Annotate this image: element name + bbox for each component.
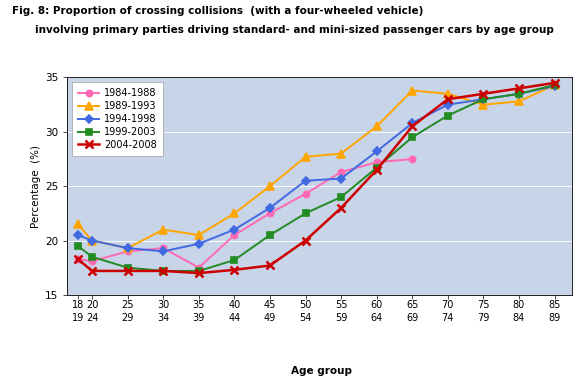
2004-2008 [551, 81, 558, 85]
2004-2008 [266, 263, 273, 268]
1989-1993 [373, 124, 380, 129]
1989-1993 [444, 91, 451, 96]
1989-1993 [124, 246, 131, 250]
1999-2003 [480, 97, 487, 102]
1999-2003 [74, 244, 81, 248]
1999-2003 [195, 269, 202, 273]
1984-1988 [159, 246, 166, 250]
1999-2003 [409, 135, 416, 139]
1989-1993 [231, 211, 238, 215]
2004-2008 [444, 97, 451, 102]
Legend: 1984-1988, 1989-1993, 1994-1998, 1999-2003, 2004-2008: 1984-1988, 1989-1993, 1994-1998, 1999-20… [72, 82, 163, 156]
1994-1998 [480, 97, 487, 102]
1989-1993 [516, 99, 523, 104]
1999-2003 [302, 211, 309, 215]
1994-1998 [338, 176, 345, 181]
1999-2003 [444, 113, 451, 118]
1999-2003 [516, 91, 523, 96]
1994-1998 [409, 121, 416, 125]
1984-1988 [302, 192, 309, 196]
1999-2003 [89, 254, 96, 259]
1994-1998 [373, 149, 380, 153]
1984-1988 [373, 160, 380, 164]
1989-1993 [409, 88, 416, 93]
1989-1993 [74, 222, 81, 226]
1984-1988 [89, 259, 96, 263]
2004-2008 [195, 271, 202, 275]
Line: 2004-2008: 2004-2008 [74, 79, 559, 277]
1994-1998 [195, 242, 202, 246]
1984-1988 [409, 157, 416, 161]
2004-2008 [338, 206, 345, 210]
1994-1998 [266, 206, 273, 210]
1989-1993 [89, 238, 96, 243]
Text: involving primary parties driving standard- and mini-sized passenger cars by age: involving primary parties driving standa… [35, 25, 554, 34]
Line: 1989-1993: 1989-1993 [74, 81, 558, 252]
Text: Fig. 8: Proportion of crossing collisions  (with a four-wheeled vehicle): Fig. 8: Proportion of crossing collision… [12, 6, 423, 15]
1999-2003 [266, 233, 273, 237]
Line: 1999-2003: 1999-2003 [75, 82, 558, 274]
Line: 1984-1988: 1984-1988 [75, 156, 415, 271]
2004-2008 [302, 238, 309, 243]
1984-1988 [124, 249, 131, 254]
2004-2008 [89, 269, 96, 273]
1999-2003 [231, 258, 238, 262]
2004-2008 [373, 167, 380, 172]
1994-1998 [444, 102, 451, 107]
1984-1988 [231, 233, 238, 237]
1994-1998 [302, 178, 309, 183]
1994-1998 [159, 249, 166, 254]
1984-1988 [195, 265, 202, 270]
1994-1998 [551, 84, 558, 88]
2004-2008 [231, 268, 238, 272]
2004-2008 [409, 124, 416, 129]
1999-2003 [338, 195, 345, 199]
1984-1988 [338, 170, 345, 174]
1994-1998 [124, 246, 131, 250]
2004-2008 [480, 91, 487, 96]
Y-axis label: Percentage  (%): Percentage (%) [31, 145, 41, 228]
Line: 1994-1998: 1994-1998 [75, 84, 557, 254]
2004-2008 [124, 269, 131, 273]
1989-1993 [302, 155, 309, 159]
2004-2008 [159, 269, 166, 273]
1984-1988 [266, 211, 273, 215]
1989-1993 [551, 83, 558, 87]
1999-2003 [159, 269, 166, 273]
1994-1998 [516, 91, 523, 96]
1994-1998 [89, 238, 96, 243]
1999-2003 [124, 265, 131, 270]
1989-1993 [195, 233, 202, 237]
1989-1993 [159, 227, 166, 232]
1999-2003 [551, 83, 558, 87]
2004-2008 [516, 86, 523, 91]
1989-1993 [480, 102, 487, 107]
1994-1998 [74, 233, 81, 237]
2004-2008 [74, 257, 81, 261]
1994-1998 [231, 227, 238, 232]
1989-1993 [266, 184, 273, 189]
1989-1993 [338, 151, 345, 156]
Text: Age group: Age group [291, 366, 352, 376]
1999-2003 [373, 166, 380, 170]
1984-1988 [74, 257, 81, 261]
